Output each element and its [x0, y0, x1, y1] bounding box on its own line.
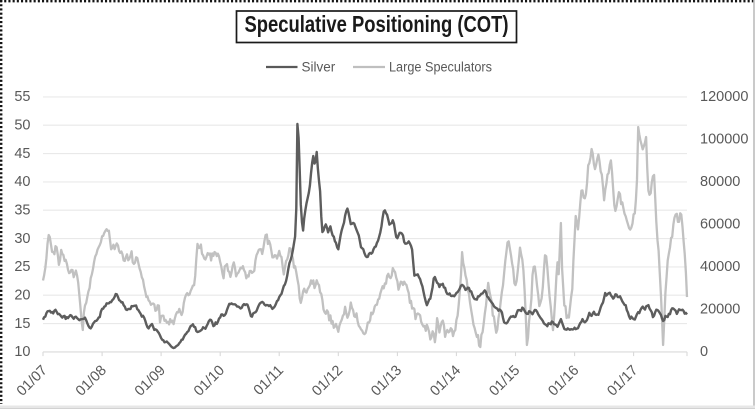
svg-text:30: 30 [14, 231, 30, 247]
svg-text:40: 40 [14, 174, 30, 190]
svg-text:60000: 60000 [700, 217, 740, 233]
svg-text:20000: 20000 [700, 302, 740, 318]
svg-text:10: 10 [14, 344, 30, 360]
svg-text:80000: 80000 [700, 174, 740, 190]
svg-text:Speculative Positioning (COT): Speculative Positioning (COT) [245, 11, 509, 37]
svg-text:35: 35 [14, 203, 30, 219]
svg-text:20: 20 [14, 288, 30, 304]
svg-text:15: 15 [14, 316, 30, 332]
svg-text:120000: 120000 [700, 89, 748, 105]
svg-text:Large Speculators: Large Speculators [389, 60, 492, 75]
svg-text:50: 50 [14, 118, 30, 134]
svg-text:25: 25 [14, 259, 30, 275]
svg-text:Silver: Silver [302, 60, 336, 75]
svg-text:100000: 100000 [700, 132, 748, 148]
svg-text:45: 45 [14, 146, 30, 162]
svg-text:0: 0 [700, 344, 708, 360]
svg-text:55: 55 [14, 89, 30, 105]
svg-text:40000: 40000 [700, 259, 740, 275]
